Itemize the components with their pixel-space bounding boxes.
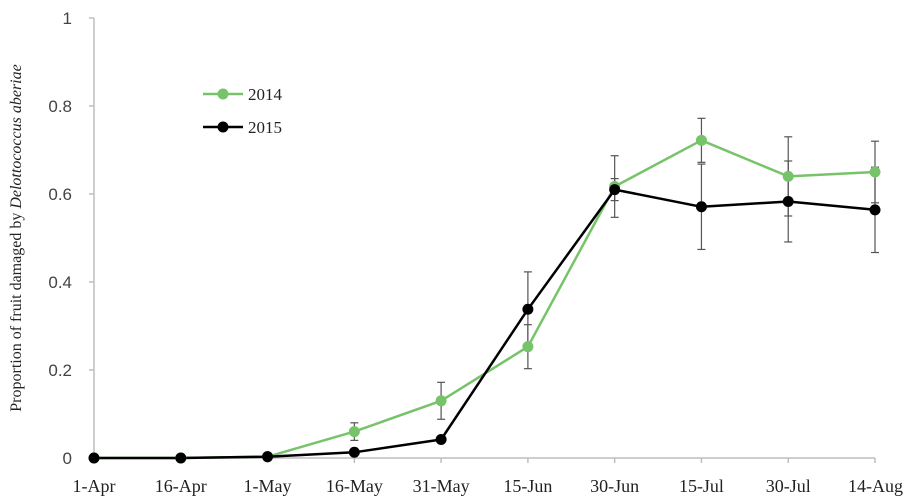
data-point-2015-15-Jul — [695, 201, 707, 213]
series-points — [88, 134, 881, 464]
data-point-2015-16-May — [348, 446, 360, 458]
x-tick-label: 31-May — [413, 476, 470, 496]
data-point-2015-30-Jun — [609, 184, 621, 196]
x-tick-label: 30-Jul — [766, 476, 811, 496]
data-point-2014-15-Jul — [695, 134, 707, 146]
data-point-2015-31-May — [435, 434, 447, 446]
series-line-2015 — [94, 188, 876, 460]
x-tick-label: 16-Apr — [155, 476, 207, 496]
legend-label-2014: 2014 — [248, 85, 283, 104]
y-tick-label: 0.8 — [48, 97, 72, 116]
error-bars — [350, 117, 879, 444]
x-tick-label: 1-Apr — [73, 476, 116, 496]
x-tick-label: 1-May — [244, 476, 292, 496]
x-tick-label: 14-Aug — [848, 476, 903, 496]
x-axis-ticks: 1-Apr 16-Apr 1-May 16-May 31-May 15-Jun 30-Jun… — [73, 458, 903, 496]
y-tick-label: 0.2 — [48, 361, 72, 380]
data-point-2015-30-Jul — [782, 195, 794, 207]
data-point-2014-16-May — [348, 426, 360, 438]
data-point-2015-1-Apr — [88, 452, 100, 464]
legend-swatch-marker-2015 — [217, 121, 229, 133]
legend: 2014 2015 — [203, 85, 283, 137]
x-tick-label: 15-Jul — [679, 476, 724, 496]
data-point-2014-30-Jul — [782, 170, 794, 182]
data-point-2015-15-Jun — [522, 303, 534, 315]
y-axis-label: Proportion of fruit damaged by Delottoco… — [8, 64, 25, 411]
y-tick-label: 1 — [63, 9, 72, 28]
x-tick-label: 15-Jun — [503, 476, 552, 496]
data-point-2014-31-May — [435, 395, 447, 407]
series-lines — [94, 139, 876, 460]
data-point-2014-14-Aug — [869, 166, 881, 178]
y-axis-ticks: 0 0.2 0.4 0.6 0.8 1 — [48, 9, 94, 468]
data-point-2015-1-May — [262, 451, 274, 463]
data-point-2015-16-Apr — [175, 452, 187, 464]
y-tick-label: 0.6 — [48, 185, 72, 204]
y-axis-label-prefix: Proportion of fruit damaged by — [8, 209, 25, 412]
y-tick-label: 0.4 — [48, 273, 72, 292]
series-line-2014 — [94, 139, 876, 460]
y-tick-label: 0 — [63, 449, 72, 468]
data-point-2014-15-Jun — [522, 341, 534, 353]
legend-label-2015: 2015 — [248, 118, 282, 137]
x-tick-label: 30-Jun — [590, 476, 639, 496]
x-tick-label: 16-May — [326, 476, 383, 496]
legend-swatch-marker-2014 — [217, 88, 229, 100]
y-axis-label-species: Delottococcus aberiae — [8, 64, 25, 209]
data-point-2015-14-Aug — [869, 204, 881, 216]
